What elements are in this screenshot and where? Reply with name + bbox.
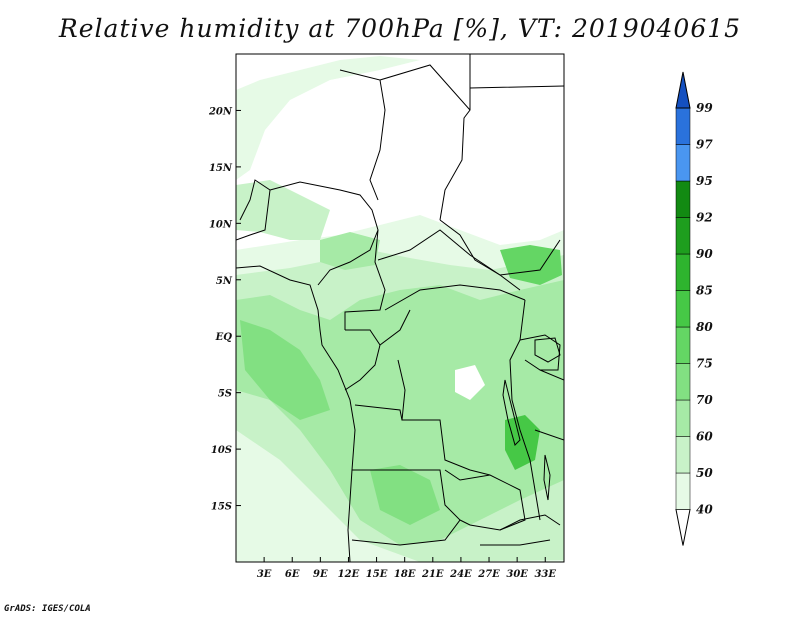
- border-car: [377, 229, 521, 291]
- lat-tick-label: 5S: [218, 389, 232, 400]
- colorbar-label: 97: [696, 138, 713, 152]
- lon-tick-label: 15E: [366, 569, 388, 580]
- border-tanzania: [534, 369, 564, 441]
- border-drc-north: [384, 284, 526, 311]
- colorbar-label: 85: [696, 284, 713, 298]
- colorbar-segment: [675, 472, 691, 510]
- border-nigeria: [269, 181, 379, 286]
- border-congo: [344, 329, 381, 391]
- humidity-zone-85: [505, 415, 540, 470]
- colorbar-label: 80: [696, 320, 713, 334]
- colorbar-segment: [675, 253, 691, 291]
- humidity-zone-70-sahel: [320, 232, 380, 270]
- border-libya-sudan: [379, 64, 471, 221]
- lon-tick-label: 3E: [257, 569, 272, 580]
- border-egypt: [469, 54, 564, 110]
- lake-tanganyika: [502, 379, 521, 446]
- colorbar-segment: [675, 144, 691, 182]
- colorbar-segment: [675, 436, 691, 474]
- lat-tick-label: 15N: [209, 163, 233, 174]
- colorbar: 40 50 60 70 75 80 85 90 92 95 97 99: [675, 71, 713, 546]
- country-borders: [236, 54, 564, 562]
- lon-tick-label: 27E: [477, 569, 500, 580]
- colorbar-segment: [675, 363, 691, 401]
- lat-tick-label: 10S: [211, 445, 232, 456]
- lon-tick-label: 24E: [449, 569, 472, 580]
- lon-tick-label: 6E: [285, 569, 300, 580]
- longitude-axis: 3E 6E 9E 12E 15E 18E 21E 24E 27E 30E 33E: [257, 557, 556, 580]
- border-mozambique: [480, 514, 561, 546]
- lon-tick-label: 21E: [421, 569, 444, 580]
- humidity-field: [236, 54, 564, 562]
- grads-credit: GrADS: IGES/COLA: [4, 604, 91, 614]
- lat-tick-label: 5N: [216, 276, 233, 287]
- lat-tick-label: 15S: [211, 502, 232, 513]
- colorbar-lower-triangle: [675, 509, 691, 546]
- lon-tick-label: 33E: [534, 569, 556, 580]
- colorbar-label: 99: [696, 101, 713, 115]
- colorbar-segment: [675, 399, 691, 437]
- border-zambia: [444, 469, 526, 531]
- colorbar-label: 75: [696, 357, 713, 371]
- colorbar-label: 50: [696, 466, 713, 480]
- border-chad-north: [339, 69, 386, 201]
- lat-tick-label: 10N: [209, 219, 233, 230]
- humidity-zone-80: [500, 245, 562, 285]
- lat-tick-label: EQ: [215, 332, 233, 343]
- lon-tick-label: 18E: [394, 569, 416, 580]
- humidity-zone-60-west: [236, 180, 330, 240]
- border-east: [509, 299, 541, 521]
- lon-tick-label: 9E: [313, 569, 328, 580]
- humidity-zone-75-south: [370, 465, 440, 525]
- lake-malawi: [543, 454, 551, 501]
- dry-spot-congo: [455, 365, 485, 400]
- colorbar-label: 70: [696, 393, 713, 407]
- colorbar-segment: [675, 180, 691, 218]
- border-cameroon: [344, 229, 386, 330]
- map-title: Relative humidity at 700hPa [%], VT: 201…: [58, 14, 742, 43]
- colorbar-segment: [675, 290, 691, 328]
- colorbar-segment: [675, 326, 691, 364]
- map-frame: [235, 53, 565, 563]
- coastline-west: [236, 265, 356, 562]
- border-west-africa: [236, 179, 271, 241]
- latitude-axis: 20N 15N 10N 5N EQ 5S 10S 15S: [208, 106, 241, 513]
- lon-tick-label: 12E: [338, 569, 360, 580]
- border-uganda-kenya: [519, 334, 561, 371]
- colorbar-segment: [675, 217, 691, 255]
- colorbar-label: 95: [696, 174, 713, 188]
- border-south-sudan: [439, 219, 561, 276]
- border-drc-west: [379, 309, 491, 476]
- lake-victoria: [534, 337, 561, 363]
- colorbar-label: 40: [696, 503, 713, 517]
- lon-tick-label: 30E: [506, 569, 528, 580]
- colorbar-segment: [675, 107, 691, 145]
- dry-spot-sahara: [236, 54, 564, 240]
- colorbar-label: 60: [696, 430, 713, 444]
- colorbar-label: 90: [696, 247, 713, 261]
- humidity-zone-75: [240, 320, 330, 420]
- colorbar-label: 92: [696, 211, 713, 225]
- colorbar-upper-triangle: [675, 71, 691, 109]
- humidity-zone-50-north: [236, 56, 420, 180]
- lat-tick-label: 20N: [208, 106, 233, 117]
